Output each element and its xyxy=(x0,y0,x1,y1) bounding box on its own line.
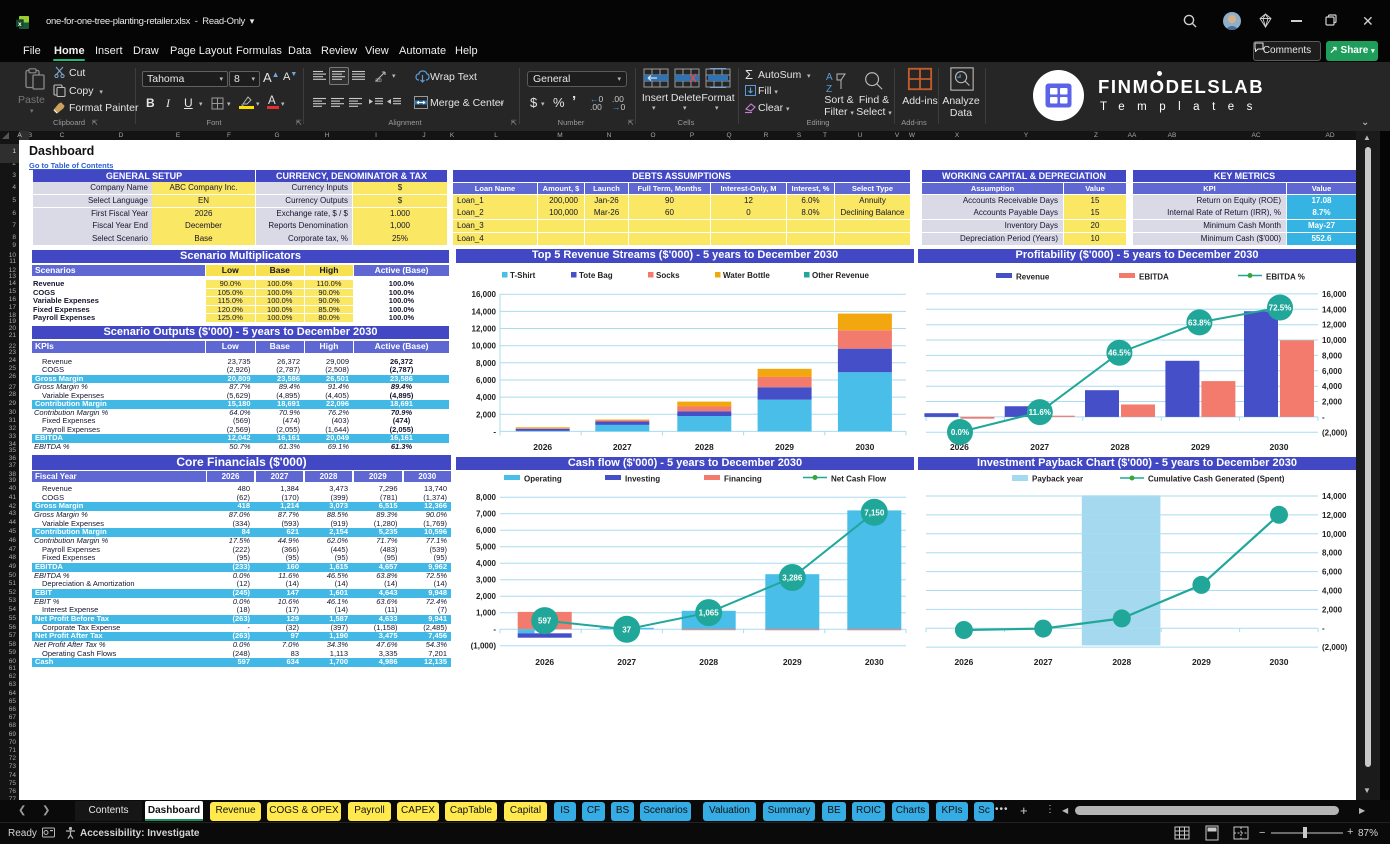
svg-text:12,000: 12,000 xyxy=(472,325,497,334)
svg-text:6,000: 6,000 xyxy=(1322,568,1343,577)
svg-text:Tote Bag: Tote Bag xyxy=(579,271,613,280)
svg-text:(2,000): (2,000) xyxy=(1322,643,1348,652)
svg-text:2029: 2029 xyxy=(1192,657,1211,667)
svg-text:10,000: 10,000 xyxy=(1322,530,1347,539)
svg-text:Cumulative Cash Generated (Spe: Cumulative Cash Generated (Spent) xyxy=(1148,475,1285,484)
svg-text:2,000: 2,000 xyxy=(1322,398,1343,407)
svg-text:-: - xyxy=(493,427,496,436)
svg-text:Z: Z xyxy=(826,84,832,94)
svg-text:4,000: 4,000 xyxy=(1322,587,1343,596)
svg-text:14,000: 14,000 xyxy=(472,307,497,316)
svg-text:2,000: 2,000 xyxy=(1322,605,1343,614)
svg-text:4,000: 4,000 xyxy=(476,393,497,402)
svg-text:2028: 2028 xyxy=(699,657,718,667)
svg-text:7,000: 7,000 xyxy=(476,510,497,519)
svg-text:A: A xyxy=(826,72,833,83)
svg-text:8,000: 8,000 xyxy=(476,493,497,502)
svg-text:2027: 2027 xyxy=(617,657,636,667)
svg-text:x: x xyxy=(18,21,22,28)
svg-text:1,065: 1,065 xyxy=(699,609,720,618)
svg-text:2,000: 2,000 xyxy=(476,592,497,601)
svg-text:2026: 2026 xyxy=(535,657,554,667)
svg-text:2029: 2029 xyxy=(775,442,794,452)
svg-text:Socks: Socks xyxy=(656,271,680,280)
svg-text:EBITDA: EBITDA xyxy=(1139,273,1169,282)
svg-text:4,000: 4,000 xyxy=(476,559,497,568)
svg-text:Payback year: Payback year xyxy=(1032,475,1083,484)
svg-text:2029: 2029 xyxy=(1191,442,1210,452)
svg-text:16,000: 16,000 xyxy=(1322,290,1347,299)
svg-text:14,000: 14,000 xyxy=(1322,492,1347,501)
svg-text:-: - xyxy=(493,625,496,634)
svg-text:1,000: 1,000 xyxy=(476,609,497,618)
svg-text:EBITDA %: EBITDA % xyxy=(1266,273,1305,282)
svg-text:6,000: 6,000 xyxy=(476,526,497,535)
svg-text:2029: 2029 xyxy=(783,657,802,667)
svg-text:Revenue: Revenue xyxy=(1016,273,1050,282)
svg-text:12,000: 12,000 xyxy=(1322,321,1347,330)
svg-text:8,000: 8,000 xyxy=(476,359,497,368)
svg-text:-: - xyxy=(1322,413,1325,422)
svg-text:Net Cash Flow: Net Cash Flow xyxy=(831,475,887,484)
svg-text:T-Shirt: T-Shirt xyxy=(510,271,536,280)
svg-text:-: - xyxy=(1322,624,1325,633)
svg-text:5,000: 5,000 xyxy=(476,543,497,552)
svg-text:Other Revenue: Other Revenue xyxy=(812,271,869,280)
svg-text:Water Bottle: Water Bottle xyxy=(723,271,770,280)
svg-text:8,000: 8,000 xyxy=(1322,351,1343,360)
svg-text:37: 37 xyxy=(622,625,631,634)
svg-text:63.8%: 63.8% xyxy=(1188,318,1211,327)
svg-text:2026: 2026 xyxy=(533,442,552,452)
svg-text:8,000: 8,000 xyxy=(1322,549,1343,558)
svg-text:2027: 2027 xyxy=(1030,442,1049,452)
svg-text:4,000: 4,000 xyxy=(1322,382,1343,391)
svg-text:Operating: Operating xyxy=(524,475,562,484)
svg-text:2027: 2027 xyxy=(1034,657,1053,667)
svg-text:10,000: 10,000 xyxy=(472,342,497,351)
svg-text:597: 597 xyxy=(538,617,552,626)
svg-text:2,000: 2,000 xyxy=(476,410,497,419)
svg-text:12,000: 12,000 xyxy=(1322,511,1347,520)
svg-text:ab: ab xyxy=(375,78,382,83)
svg-text:72.5%: 72.5% xyxy=(1269,304,1292,313)
svg-text:46.5%: 46.5% xyxy=(1108,349,1131,358)
svg-text:(2,000): (2,000) xyxy=(1322,428,1348,437)
svg-text:2028: 2028 xyxy=(1112,657,1131,667)
svg-text:Financing: Financing xyxy=(724,475,762,484)
svg-text:7,150: 7,150 xyxy=(864,508,885,517)
svg-text:2030: 2030 xyxy=(865,657,884,667)
svg-text:(1,000): (1,000) xyxy=(471,642,497,651)
svg-text:2028: 2028 xyxy=(695,442,714,452)
svg-text:2026: 2026 xyxy=(954,657,973,667)
svg-text:2030: 2030 xyxy=(855,442,874,452)
svg-text:2030: 2030 xyxy=(1270,657,1289,667)
svg-text:2027: 2027 xyxy=(613,442,632,452)
svg-text:6,000: 6,000 xyxy=(476,376,497,385)
svg-text:3,000: 3,000 xyxy=(476,576,497,585)
svg-text:16,000: 16,000 xyxy=(472,290,497,299)
svg-text:Investing: Investing xyxy=(625,475,660,484)
svg-text:11.6%: 11.6% xyxy=(1029,408,1051,417)
svg-text:6,000: 6,000 xyxy=(1322,367,1343,376)
svg-text:14,000: 14,000 xyxy=(1322,305,1347,314)
svg-text:2028: 2028 xyxy=(1111,442,1130,452)
svg-text:2030: 2030 xyxy=(1270,442,1289,452)
svg-text:10,000: 10,000 xyxy=(1322,336,1347,345)
svg-text:0.0%: 0.0% xyxy=(951,428,969,437)
svg-text:3,286: 3,286 xyxy=(782,574,803,583)
svg-text:2026: 2026 xyxy=(950,442,969,452)
